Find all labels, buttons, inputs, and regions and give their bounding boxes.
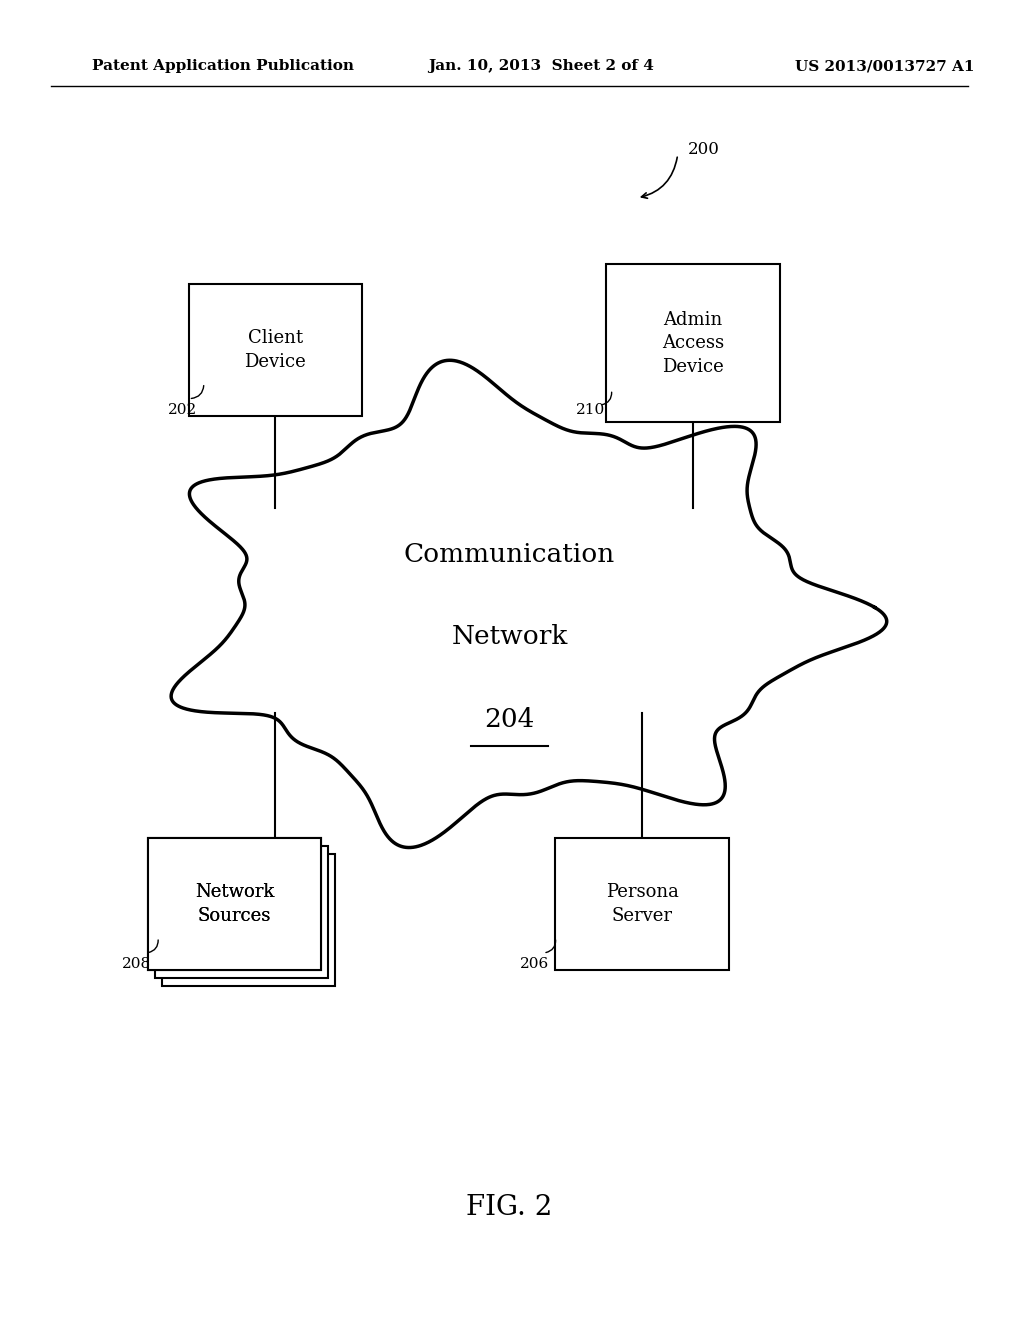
FancyBboxPatch shape (606, 264, 779, 422)
Text: Patent Application Publication: Patent Application Publication (92, 59, 353, 74)
Text: Network: Network (452, 624, 567, 648)
Text: Admin
Access
Device: Admin Access Device (662, 310, 724, 376)
Text: 202: 202 (168, 403, 198, 417)
Polygon shape (171, 360, 887, 847)
Text: Jan. 10, 2013  Sheet 2 of 4: Jan. 10, 2013 Sheet 2 of 4 (428, 59, 654, 74)
Text: 206: 206 (520, 957, 549, 972)
Text: Communication: Communication (403, 543, 615, 566)
FancyBboxPatch shape (188, 284, 361, 416)
Text: Client
Device: Client Device (245, 329, 306, 371)
Text: 204: 204 (484, 708, 535, 731)
FancyBboxPatch shape (555, 838, 729, 970)
Text: US 2013/0013727 A1: US 2013/0013727 A1 (795, 59, 975, 74)
Text: FIG. 2: FIG. 2 (466, 1195, 553, 1221)
Text: Persona
Server: Persona Server (605, 883, 679, 925)
FancyBboxPatch shape (155, 846, 328, 978)
FancyBboxPatch shape (162, 854, 335, 986)
Text: 210: 210 (575, 403, 605, 417)
FancyBboxPatch shape (147, 838, 321, 970)
Text: Network
Sources: Network Sources (195, 883, 274, 925)
FancyBboxPatch shape (147, 838, 321, 970)
Text: 200: 200 (688, 141, 720, 158)
Text: Network
Sources: Network Sources (195, 883, 274, 925)
Text: 208: 208 (122, 957, 152, 972)
